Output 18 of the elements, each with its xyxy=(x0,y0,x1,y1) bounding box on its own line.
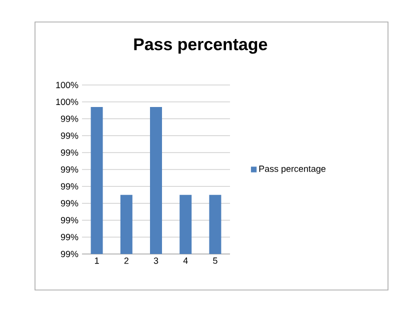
x-tick-label: 5 xyxy=(213,258,218,264)
y-tick-label: 99% xyxy=(60,132,78,139)
y-tick-label: 99% xyxy=(60,149,78,156)
y-tick-label: 99% xyxy=(60,234,78,240)
x-tick-label: 4 xyxy=(183,258,188,264)
y-tick-label: 100% xyxy=(56,82,78,88)
x-tick-label: 2 xyxy=(124,258,128,264)
y-tick-label: 99% xyxy=(60,217,78,224)
y-tick-label: 99% xyxy=(60,166,78,173)
y-tick-label: 100% xyxy=(56,98,78,106)
chart-title: Pass percentage xyxy=(134,38,268,54)
legend-label: Pass percentage xyxy=(259,166,326,174)
y-tick-label: 99% xyxy=(60,250,78,258)
y-tick-label: 99% xyxy=(60,183,78,190)
y-tick-label: 99% xyxy=(60,116,78,122)
y-tick-label: 99% xyxy=(60,200,78,206)
x-tick-label: 1 xyxy=(94,258,99,264)
x-tick-label: 3 xyxy=(154,258,158,264)
